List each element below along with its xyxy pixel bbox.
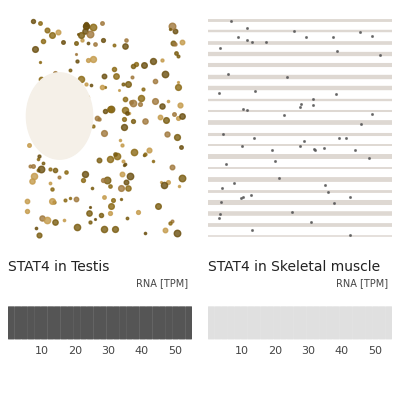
- FancyBboxPatch shape: [234, 306, 241, 340]
- FancyBboxPatch shape: [260, 306, 267, 340]
- Text: 10: 10: [234, 346, 248, 356]
- Text: 40: 40: [335, 346, 349, 356]
- FancyBboxPatch shape: [159, 306, 166, 340]
- FancyBboxPatch shape: [293, 306, 300, 340]
- FancyBboxPatch shape: [166, 306, 172, 340]
- FancyBboxPatch shape: [41, 306, 48, 340]
- FancyBboxPatch shape: [67, 306, 74, 340]
- FancyBboxPatch shape: [60, 306, 67, 340]
- FancyBboxPatch shape: [306, 306, 313, 340]
- FancyBboxPatch shape: [346, 306, 353, 340]
- FancyBboxPatch shape: [372, 306, 379, 340]
- FancyBboxPatch shape: [208, 306, 215, 340]
- FancyBboxPatch shape: [34, 306, 41, 340]
- FancyBboxPatch shape: [313, 306, 320, 340]
- FancyBboxPatch shape: [339, 306, 346, 340]
- FancyBboxPatch shape: [333, 306, 340, 340]
- Text: RNA [TPM]: RNA [TPM]: [136, 278, 188, 288]
- FancyBboxPatch shape: [113, 306, 120, 340]
- FancyBboxPatch shape: [87, 306, 94, 340]
- FancyBboxPatch shape: [100, 306, 107, 340]
- FancyBboxPatch shape: [366, 306, 372, 340]
- FancyBboxPatch shape: [326, 306, 333, 340]
- FancyBboxPatch shape: [300, 306, 307, 340]
- FancyBboxPatch shape: [74, 306, 80, 340]
- FancyBboxPatch shape: [247, 306, 254, 340]
- Text: STAT4 in Testis: STAT4 in Testis: [8, 260, 109, 274]
- Text: 10: 10: [34, 346, 48, 356]
- FancyBboxPatch shape: [221, 306, 228, 340]
- Text: 40: 40: [135, 346, 149, 356]
- FancyBboxPatch shape: [172, 306, 179, 340]
- FancyBboxPatch shape: [152, 306, 159, 340]
- FancyBboxPatch shape: [28, 306, 34, 340]
- FancyBboxPatch shape: [379, 306, 386, 340]
- Text: STAT4 in Skeletal muscle: STAT4 in Skeletal muscle: [208, 260, 380, 274]
- FancyBboxPatch shape: [120, 306, 126, 340]
- FancyBboxPatch shape: [241, 306, 248, 340]
- FancyBboxPatch shape: [385, 306, 392, 340]
- FancyBboxPatch shape: [254, 306, 261, 340]
- Text: 30: 30: [101, 346, 115, 356]
- FancyBboxPatch shape: [267, 306, 274, 340]
- FancyBboxPatch shape: [106, 306, 113, 340]
- FancyBboxPatch shape: [146, 306, 153, 340]
- Text: 20: 20: [68, 346, 82, 356]
- FancyBboxPatch shape: [133, 306, 140, 340]
- FancyBboxPatch shape: [179, 306, 186, 340]
- FancyBboxPatch shape: [80, 306, 87, 340]
- FancyBboxPatch shape: [47, 306, 54, 340]
- FancyBboxPatch shape: [8, 306, 15, 340]
- FancyBboxPatch shape: [214, 306, 221, 340]
- FancyBboxPatch shape: [54, 306, 61, 340]
- FancyBboxPatch shape: [352, 306, 359, 340]
- Text: 20: 20: [268, 346, 282, 356]
- Text: RNA [TPM]: RNA [TPM]: [336, 278, 388, 288]
- FancyBboxPatch shape: [359, 306, 366, 340]
- FancyBboxPatch shape: [126, 306, 133, 340]
- Text: 50: 50: [368, 346, 382, 356]
- FancyBboxPatch shape: [280, 306, 287, 340]
- FancyBboxPatch shape: [14, 306, 21, 340]
- FancyBboxPatch shape: [93, 306, 100, 340]
- Polygon shape: [26, 73, 93, 159]
- Text: 50: 50: [168, 346, 182, 356]
- FancyBboxPatch shape: [320, 306, 326, 340]
- FancyBboxPatch shape: [185, 306, 192, 340]
- FancyBboxPatch shape: [139, 306, 146, 340]
- FancyBboxPatch shape: [274, 306, 280, 340]
- FancyBboxPatch shape: [228, 306, 234, 340]
- FancyBboxPatch shape: [21, 306, 28, 340]
- FancyBboxPatch shape: [287, 306, 294, 340]
- Text: 30: 30: [301, 346, 315, 356]
